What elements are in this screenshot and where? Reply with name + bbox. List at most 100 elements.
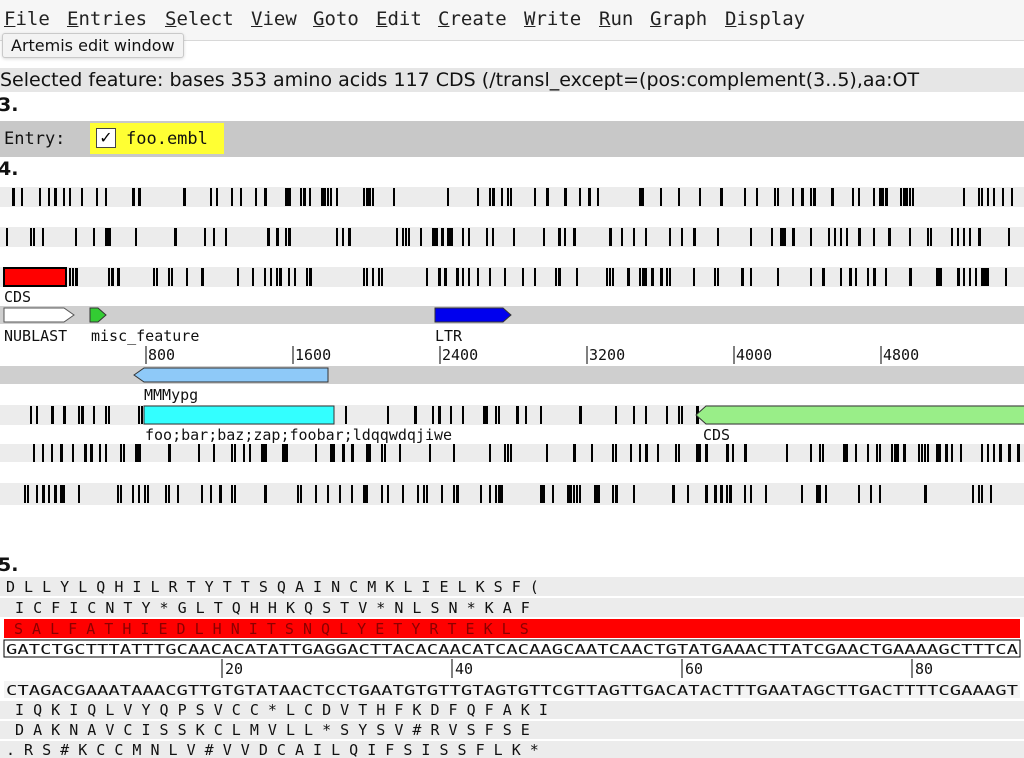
stop-codon-mark xyxy=(204,228,206,246)
stop-codon-mark xyxy=(276,268,278,286)
stop-codon-mark xyxy=(606,268,608,286)
stop-codon-mark xyxy=(384,444,386,462)
stop-codon-mark xyxy=(63,188,65,206)
sequence-ruler-label: 80 xyxy=(915,660,933,678)
stop-codon-mark xyxy=(123,444,125,462)
foo-feature[interactable] xyxy=(143,405,335,425)
stop-codon-marks xyxy=(24,485,992,503)
stop-codon-mark xyxy=(117,268,120,286)
stop-codon-mark xyxy=(846,444,848,462)
stop-codon-mark xyxy=(930,228,932,246)
aa-reverse-frame-1: I Q K I Q L V Y Q P S V C C * L C D V T … xyxy=(6,701,548,719)
menu-write[interactable]: Write xyxy=(524,8,582,30)
menu-file[interactable]: File xyxy=(4,8,50,30)
stop-codon-mark xyxy=(423,485,425,503)
stop-codon-mark xyxy=(462,406,464,424)
stop-codon-mark xyxy=(891,444,893,462)
stop-codon-mark xyxy=(576,485,578,503)
stop-codon-mark xyxy=(438,406,441,424)
ltr-feature[interactable] xyxy=(434,307,512,323)
stop-codon-mark xyxy=(99,444,101,462)
stop-codon-mark xyxy=(828,228,830,246)
stop-codon-mark xyxy=(579,485,581,503)
stop-codon-mark xyxy=(612,268,614,286)
stop-codon-mark xyxy=(210,188,212,206)
stop-codon-mark xyxy=(774,188,776,206)
stop-codon-mark xyxy=(489,444,491,462)
stop-codon-mark xyxy=(666,268,668,286)
stop-codon-mark xyxy=(132,485,134,503)
stop-codon-mark xyxy=(393,188,395,206)
stop-codon-mark xyxy=(270,268,272,286)
stop-codon-mark xyxy=(363,268,365,286)
stop-codon-mark xyxy=(777,188,779,206)
stop-codon-mark xyxy=(138,406,140,424)
blast-feature[interactable] xyxy=(3,307,75,323)
misc-feature[interactable] xyxy=(89,307,107,323)
stop-codon-mark xyxy=(669,268,671,286)
stop-codon-mark xyxy=(579,406,582,424)
menu-entries[interactable]: Entries xyxy=(67,8,148,30)
stop-codon-mark xyxy=(1002,188,1004,206)
stop-codon-mark xyxy=(615,485,618,503)
menu-display[interactable]: Display xyxy=(725,8,806,30)
stop-codon-mark xyxy=(315,485,317,503)
feature-view[interactable]: CDS NUBLAST misc_feature LTR 800 1600 2400… xyxy=(0,176,1024,462)
stop-codon-mark xyxy=(732,444,734,462)
stop-codon-mark xyxy=(306,268,308,286)
stop-codon-mark xyxy=(51,406,54,424)
stop-codon-mark xyxy=(963,188,965,206)
stop-codon-mark xyxy=(165,485,167,503)
stop-codon-mark xyxy=(570,485,572,503)
aa-frame-track xyxy=(0,721,1024,739)
stop-codon-mark xyxy=(186,268,188,286)
stop-codon-mark xyxy=(744,485,746,503)
menu-select[interactable]: Select xyxy=(165,8,234,30)
stop-codon-mark xyxy=(627,268,630,286)
cds-feature-right[interactable] xyxy=(695,405,1024,425)
menu-goto[interactable]: Goto xyxy=(313,8,359,30)
stop-codon-mark xyxy=(177,485,179,503)
selected-cds-translation[interactable] xyxy=(4,619,1020,638)
stop-codon-mark xyxy=(36,485,38,503)
stop-codon-mark xyxy=(639,268,641,286)
menu-create[interactable]: Create xyxy=(438,8,507,30)
checkbox-icon[interactable]: ✓ xyxy=(96,128,116,148)
stop-codon-mark xyxy=(330,444,333,462)
entry-bar: Entry: ✓ foo.embl xyxy=(0,121,1024,157)
stop-codon-mark xyxy=(396,228,398,246)
reverse-dna-strand xyxy=(4,681,1020,698)
stop-codon-mark xyxy=(234,444,236,462)
stop-codon-mark xyxy=(900,188,902,206)
stop-codon-mark xyxy=(834,228,836,246)
stop-codon-mark xyxy=(321,188,324,206)
ruler-label: 800 xyxy=(148,346,175,364)
stop-codon-mark xyxy=(288,228,291,246)
stop-codon-mark xyxy=(543,485,545,503)
menu-graph[interactable]: Graph xyxy=(650,8,708,30)
stop-codon-mark xyxy=(381,268,383,286)
stop-codon-mark xyxy=(633,485,635,503)
stop-codon-mark xyxy=(216,188,218,206)
stop-codon-mark xyxy=(972,485,974,503)
mmmypg-feature[interactable] xyxy=(133,367,329,383)
stop-codon-mark xyxy=(387,485,389,503)
menu-run[interactable]: Run xyxy=(599,8,634,30)
stop-codon-mark xyxy=(822,268,825,286)
stop-codon-mark xyxy=(660,268,663,286)
selected-cds-feature[interactable] xyxy=(3,267,67,287)
stop-codon-mark xyxy=(213,228,215,246)
stop-codon-mark xyxy=(507,188,509,206)
stop-codon-mark xyxy=(324,188,326,206)
stop-codon-mark xyxy=(651,268,654,286)
stop-codon-mark xyxy=(873,228,875,246)
stop-codon-mark xyxy=(402,485,404,503)
menu-view[interactable]: View xyxy=(251,8,297,30)
sequence-view[interactable]: D L L Y L Q H I L R T Y T T S Q A I N C … xyxy=(0,574,1024,758)
menu-edit[interactable]: Edit xyxy=(376,8,422,30)
stop-codon-mark xyxy=(342,228,344,246)
stop-codon-mark xyxy=(33,228,35,246)
entry-toggle[interactable]: ✓ foo.embl xyxy=(90,123,224,154)
stop-codon-mark xyxy=(705,485,708,503)
stop-codon-mark xyxy=(63,485,65,503)
